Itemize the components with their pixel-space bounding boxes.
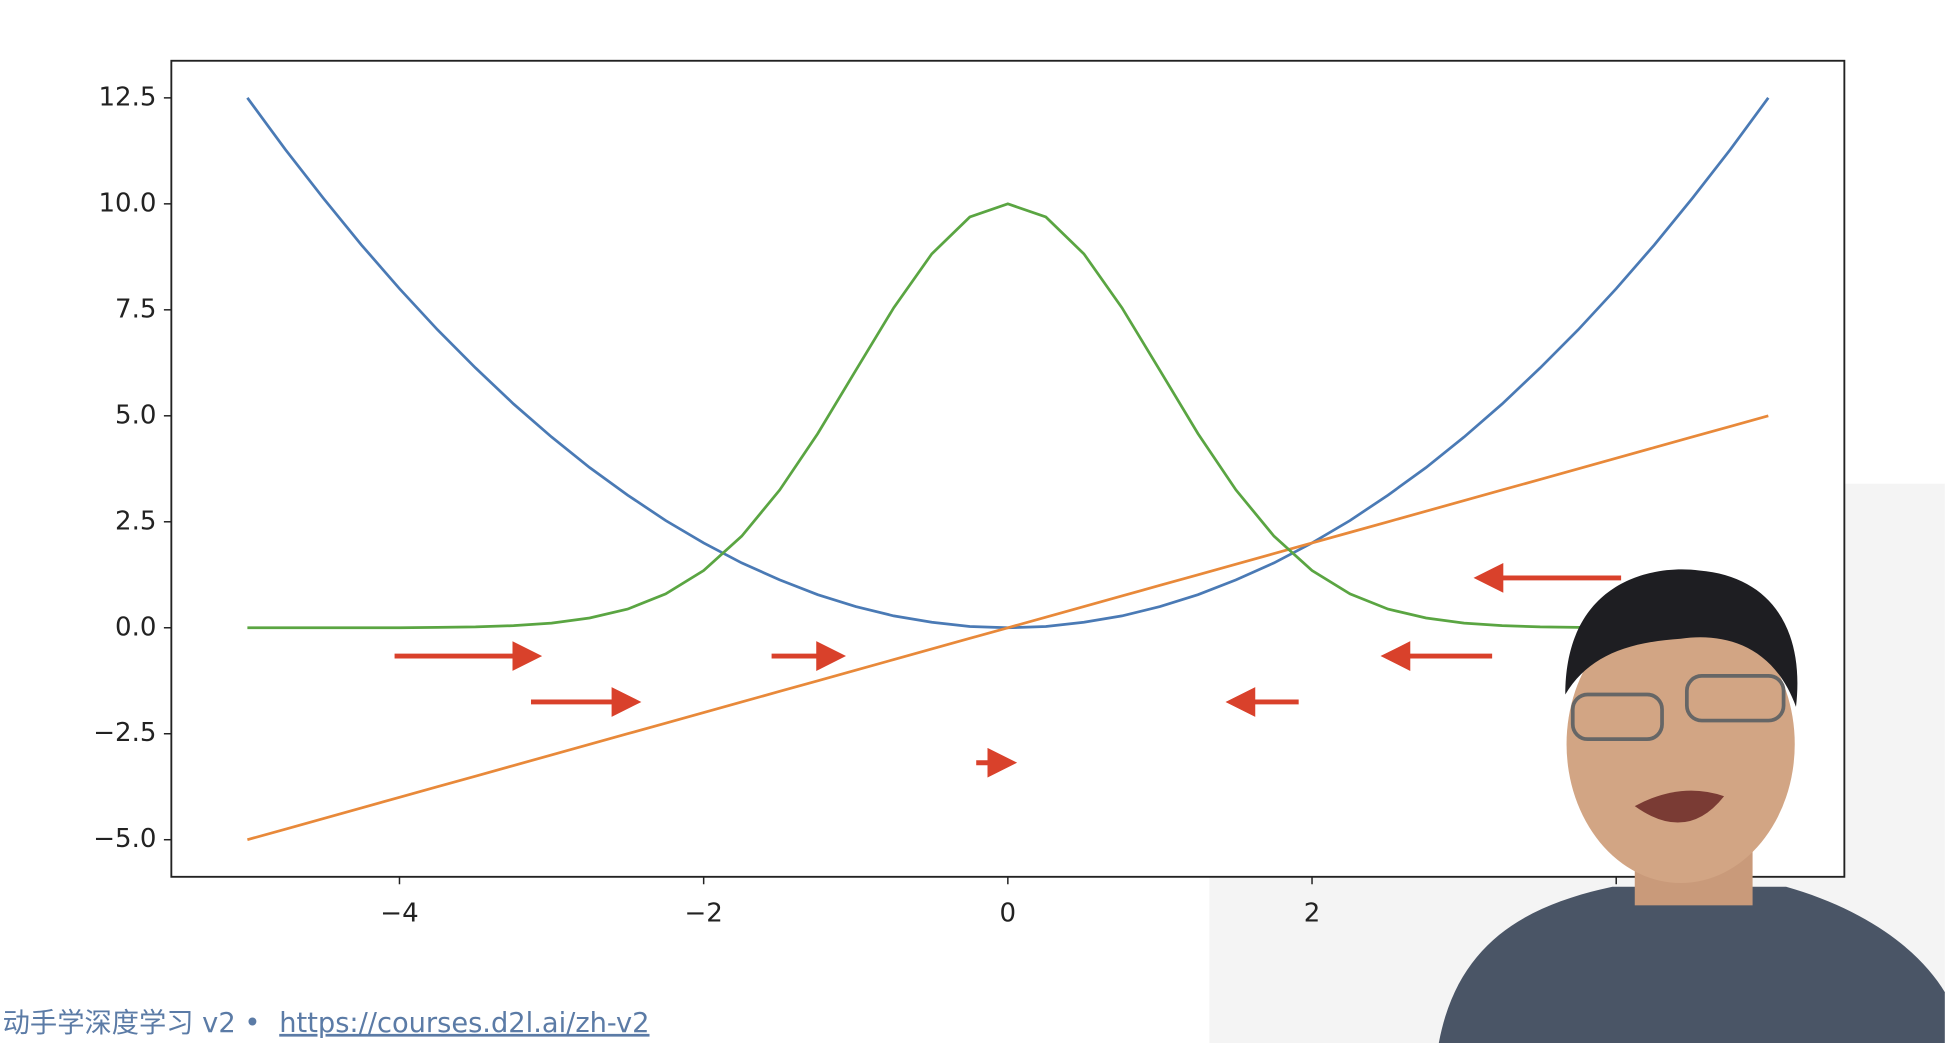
x-tick-label: −4 (380, 899, 418, 929)
x-tick-label: 2 (1304, 899, 1321, 929)
glasses (1684, 674, 1786, 723)
y-tick-label: 10.0 (98, 188, 156, 218)
presenter-body (1438, 886, 1945, 1043)
y-tick-label: −2.5 (93, 718, 156, 748)
footer-text: 动手学深度学习 v2 • (3, 1008, 261, 1039)
glasses (1570, 692, 1664, 742)
presenter (1438, 569, 1945, 1043)
y-tick-label: 12.5 (98, 82, 156, 112)
series-line (247, 414, 1769, 842)
footer-link[interactable]: https://courses.d2l.ai/zh-v2 (279, 1008, 649, 1039)
y-tick-label: −5.0 (93, 824, 156, 854)
mouth (1634, 790, 1725, 823)
y-tick-label: 0.0 (115, 612, 156, 642)
series-line (247, 202, 1769, 630)
arrows (394, 563, 1622, 778)
y-tick-label: 7.5 (115, 294, 156, 324)
x-tick-label: −2 (684, 899, 722, 929)
x-tick-label: 0 (1000, 899, 1017, 929)
y-tick-label: 5.0 (115, 400, 156, 430)
plot-frame (170, 59, 1846, 878)
presenter-hair (1565, 569, 1798, 707)
y-tick-label: 2.5 (115, 506, 156, 536)
